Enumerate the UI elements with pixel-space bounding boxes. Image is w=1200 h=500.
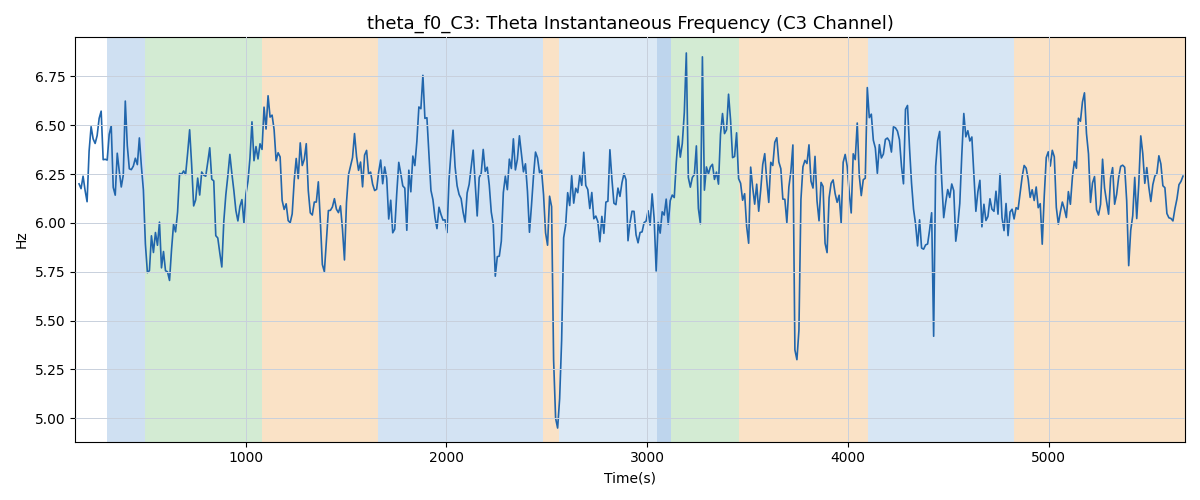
- Bar: [1014, 38, 1085, 442]
- Bar: [775, 38, 868, 442]
- Bar: [671, 38, 739, 442]
- Y-axis label: Hz: Hz: [14, 230, 29, 248]
- Bar: [1085, 38, 1184, 442]
- Bar: [868, 38, 1014, 442]
- Bar: [658, 38, 671, 442]
- Bar: [107, 38, 145, 442]
- Bar: [542, 38, 559, 442]
- Bar: [559, 38, 658, 442]
- Bar: [739, 38, 775, 442]
- Bar: [378, 38, 542, 442]
- X-axis label: Time(s): Time(s): [604, 471, 656, 485]
- Title: theta_f0_C3: Theta Instantaneous Frequency (C3 Channel): theta_f0_C3: Theta Instantaneous Frequen…: [366, 15, 894, 34]
- Bar: [262, 38, 378, 442]
- Bar: [145, 38, 262, 442]
